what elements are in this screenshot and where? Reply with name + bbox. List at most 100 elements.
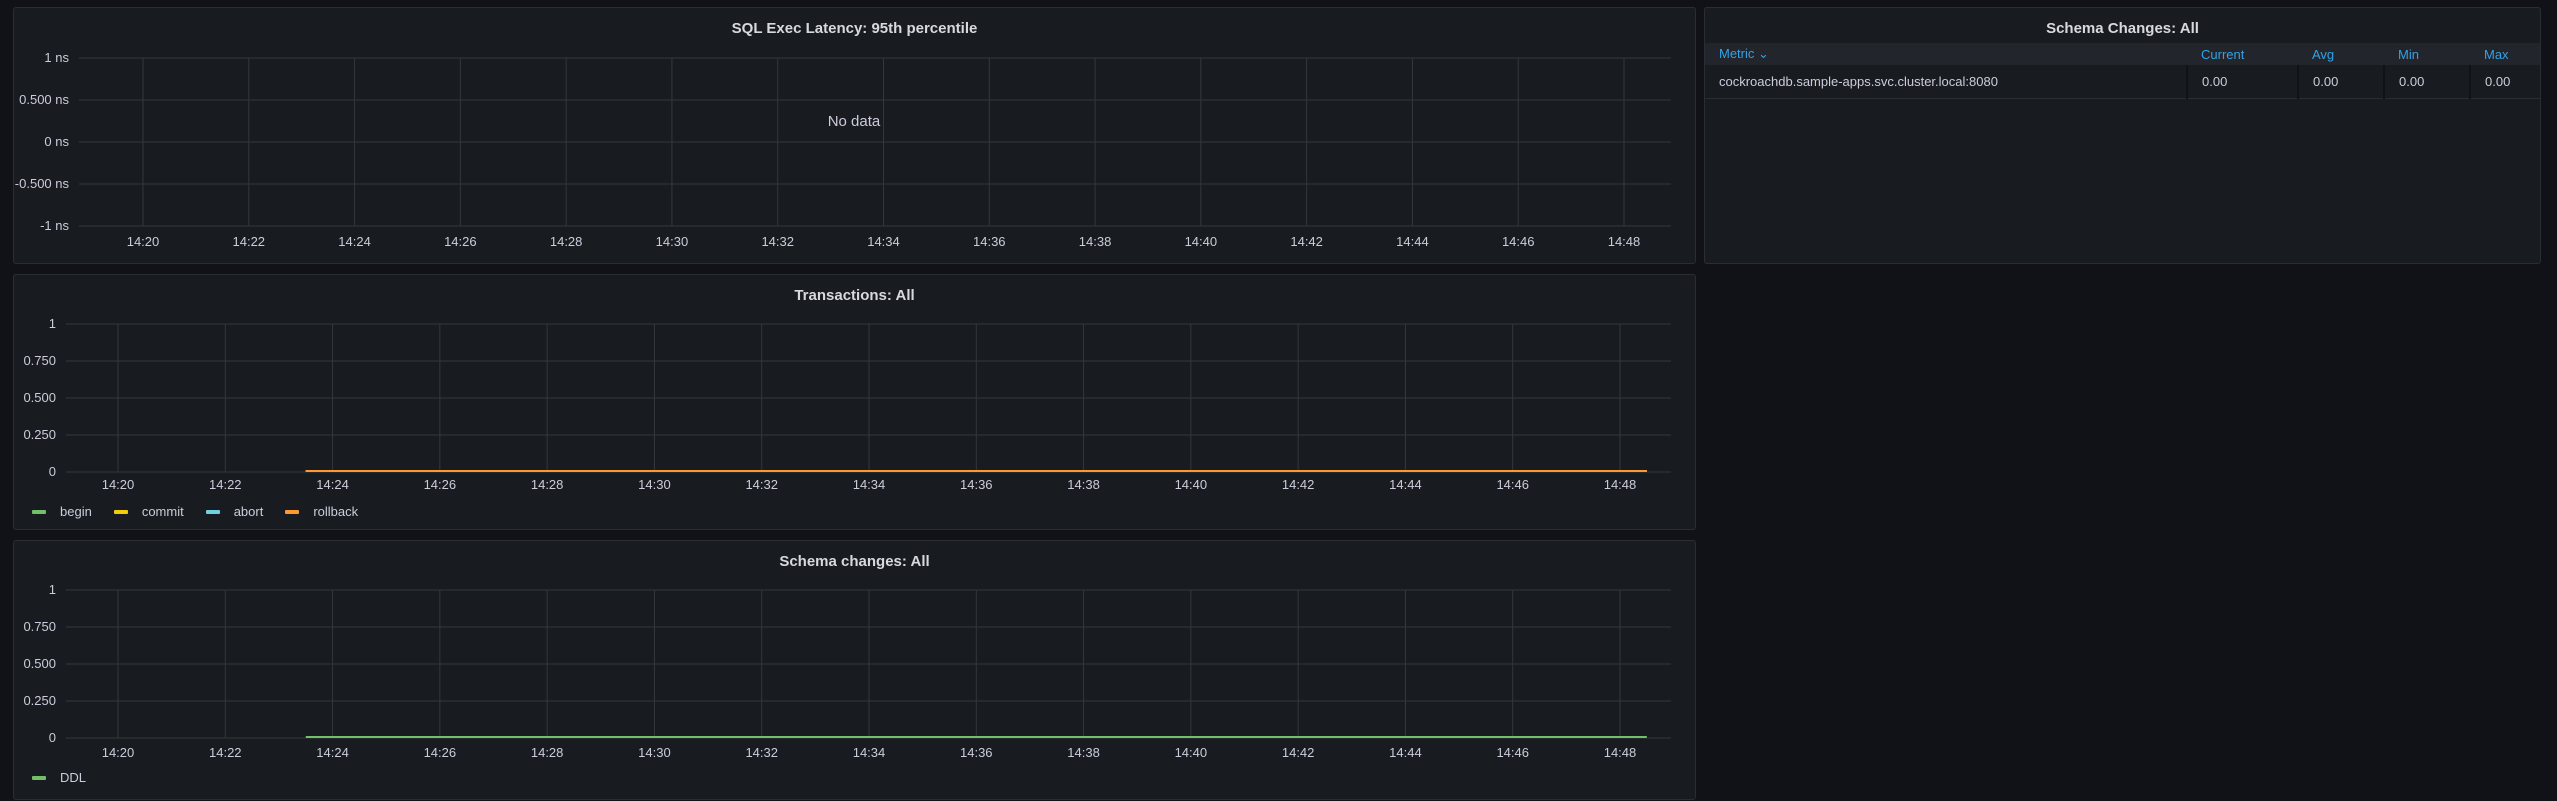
- x-tick-label: 14:20: [127, 234, 160, 249]
- y-tick-label: 0.250: [23, 693, 56, 708]
- x-tick-label: 14:22: [233, 234, 266, 249]
- x-tick-label: 14:48: [1608, 234, 1641, 249]
- x-tick-label: 14:38: [1067, 745, 1100, 760]
- x-tick-label: 14:22: [209, 745, 242, 760]
- column-avg[interactable]: Avg: [2298, 43, 2384, 65]
- y-tick-label: 0.500: [23, 656, 56, 671]
- y-tick-label: 0 ns: [44, 134, 69, 149]
- x-tick-label: 14:48: [1604, 745, 1637, 760]
- legend-swatch: [113, 509, 128, 514]
- min-value: 0.00: [2384, 65, 2471, 99]
- column-min[interactable]: Min: [2384, 43, 2470, 65]
- panel-title[interactable]: Schema Changes: All: [2046, 20, 2199, 37]
- x-tick-label: 14:26: [424, 477, 457, 492]
- y-tick-label: -0.500 ns: [15, 176, 70, 191]
- legend-item-rollback[interactable]: rollback: [285, 504, 358, 519]
- x-tick-label: 14:24: [338, 234, 371, 249]
- legend-swatch: [32, 775, 46, 780]
- x-tick-label: 14:42: [1282, 745, 1315, 760]
- y-tick-label: 1: [49, 582, 56, 597]
- chevron-down-icon: ⌄: [1758, 46, 1769, 61]
- x-tick-label: 14:46: [1502, 234, 1535, 249]
- legend-label: commit: [141, 504, 184, 519]
- x-tick-label: 14:36: [960, 477, 993, 492]
- x-tick-label: 14:34: [853, 745, 886, 760]
- x-tick-label: 14:42: [1290, 234, 1323, 249]
- column-current[interactable]: Current: [2187, 43, 2298, 65]
- x-tick-label: 14:28: [531, 477, 564, 492]
- y-tick-label: -1 ns: [40, 218, 69, 233]
- x-tick-label: 14:30: [638, 745, 671, 760]
- transactions-chart: 1 0.750 0.500 0.250 0 14:20 14:22 14:24 14:26 14:…: [23, 316, 1671, 492]
- x-tick-label: 14:32: [745, 745, 778, 760]
- legend-item-commit[interactable]: commit: [113, 504, 184, 519]
- legend: begin commit abort rollback: [32, 504, 358, 519]
- panel-title[interactable]: Schema changes: All: [779, 553, 930, 570]
- x-tick-label: 14:48: [1604, 477, 1637, 492]
- legend-item-ddl[interactable]: DDL: [32, 770, 86, 785]
- x-tick-label: 14:24: [316, 477, 349, 492]
- x-tick-label: 14:44: [1389, 477, 1422, 492]
- x-tick-label: 14:34: [853, 477, 886, 492]
- x-tick-label: 14:28: [531, 745, 564, 760]
- panel-sql-exec-latency: SQL Exec Latency: 95th percentile 1 ns 0.…: [13, 7, 1696, 264]
- x-tick-label: 14:46: [1496, 477, 1529, 492]
- legend-swatch: [285, 509, 300, 514]
- x-tick-label: 14:44: [1389, 745, 1422, 760]
- legend-swatch: [32, 509, 46, 514]
- x-tick-label: 14:22: [209, 477, 242, 492]
- x-tick-label: 14:30: [656, 234, 689, 249]
- metric-name: cockroachdb.sample-apps.svc.cluster.loca…: [1705, 65, 2188, 99]
- x-tick-label: 14:38: [1067, 477, 1100, 492]
- legend-item-abort[interactable]: abort: [205, 504, 264, 519]
- x-tick-label: 14:44: [1396, 234, 1429, 249]
- column-metric[interactable]: Metric ⌄: [1705, 43, 2187, 65]
- x-tick-label: 14:38: [1079, 234, 1112, 249]
- table-row[interactable]: cockroachdb.sample-apps.svc.cluster.loca…: [1705, 65, 2540, 99]
- panel-schema-changes-table: Schema Changes: All Metric ⌄ Current Avg…: [1704, 7, 2541, 264]
- avg-value: 0.00: [2298, 65, 2385, 99]
- x-tick-label: 14:32: [761, 234, 794, 249]
- panel-title[interactable]: SQL Exec Latency: 95th percentile: [731, 20, 978, 37]
- y-tick-label: 1 ns: [44, 50, 69, 65]
- x-tick-label: 14:28: [550, 234, 583, 249]
- panel-schema-changes: Schema changes: All 1 0.750 0.500 0.250 0 14:…: [13, 540, 1696, 800]
- panel-title[interactable]: Transactions: All: [794, 287, 915, 304]
- x-tick-label: 14:40: [1185, 234, 1218, 249]
- x-tick-label: 14:40: [1175, 745, 1208, 760]
- y-tick-label: 1: [49, 316, 56, 331]
- schema-changes-chart: 1 0.750 0.500 0.250 0 14:20 14:22 14:24 14:26 14:…: [23, 582, 1671, 760]
- latency-chart: 1 ns 0.500 ns 0 ns -0.500 ns -1 ns 14:20 14:22…: [15, 50, 1671, 249]
- x-tick-label: 14:30: [638, 477, 671, 492]
- current-value: 0.00: [2187, 65, 2299, 99]
- x-tick-label: 14:20: [102, 745, 135, 760]
- y-tick-label: 0: [49, 730, 56, 745]
- legend-label: begin: [60, 504, 92, 519]
- y-tick-label: 0.750: [23, 353, 56, 368]
- y-tick-label: 0.500 ns: [19, 92, 69, 107]
- x-tick-label: 14:40: [1175, 477, 1208, 492]
- x-tick-label: 14:26: [444, 234, 477, 249]
- no-data-message: No data: [828, 113, 881, 130]
- y-tick-label: 0: [49, 464, 56, 479]
- x-tick-label: 14:20: [102, 477, 135, 492]
- x-tick-label: 14:36: [960, 745, 993, 760]
- max-value: 0.00: [2470, 65, 2540, 99]
- column-max[interactable]: Max: [2470, 43, 2540, 65]
- legend-label: DDL: [60, 770, 87, 785]
- legend-item-begin[interactable]: begin: [32, 504, 92, 519]
- x-tick-label: 14:46: [1496, 745, 1529, 760]
- x-tick-label: 14:24: [316, 745, 349, 760]
- legend: DDL: [32, 770, 86, 785]
- y-tick-label: 0.500: [23, 390, 56, 405]
- y-tick-label: 0.250: [23, 427, 56, 442]
- legend-label: rollback: [313, 504, 359, 519]
- x-tick-label: 14:42: [1282, 477, 1315, 492]
- y-tick-label: 0.750: [23, 619, 56, 634]
- legend-table: Metric ⌄ Current Avg Min Max cockroachdb…: [1705, 43, 2540, 99]
- panel-transactions: Transactions: All 1 0.750 0.500 0.250 0 14:20…: [13, 274, 1696, 530]
- x-tick-label: 14:36: [973, 234, 1006, 249]
- x-tick-label: 14:32: [745, 477, 778, 492]
- legend-label: abort: [233, 504, 264, 519]
- x-tick-label: 14:26: [424, 745, 457, 760]
